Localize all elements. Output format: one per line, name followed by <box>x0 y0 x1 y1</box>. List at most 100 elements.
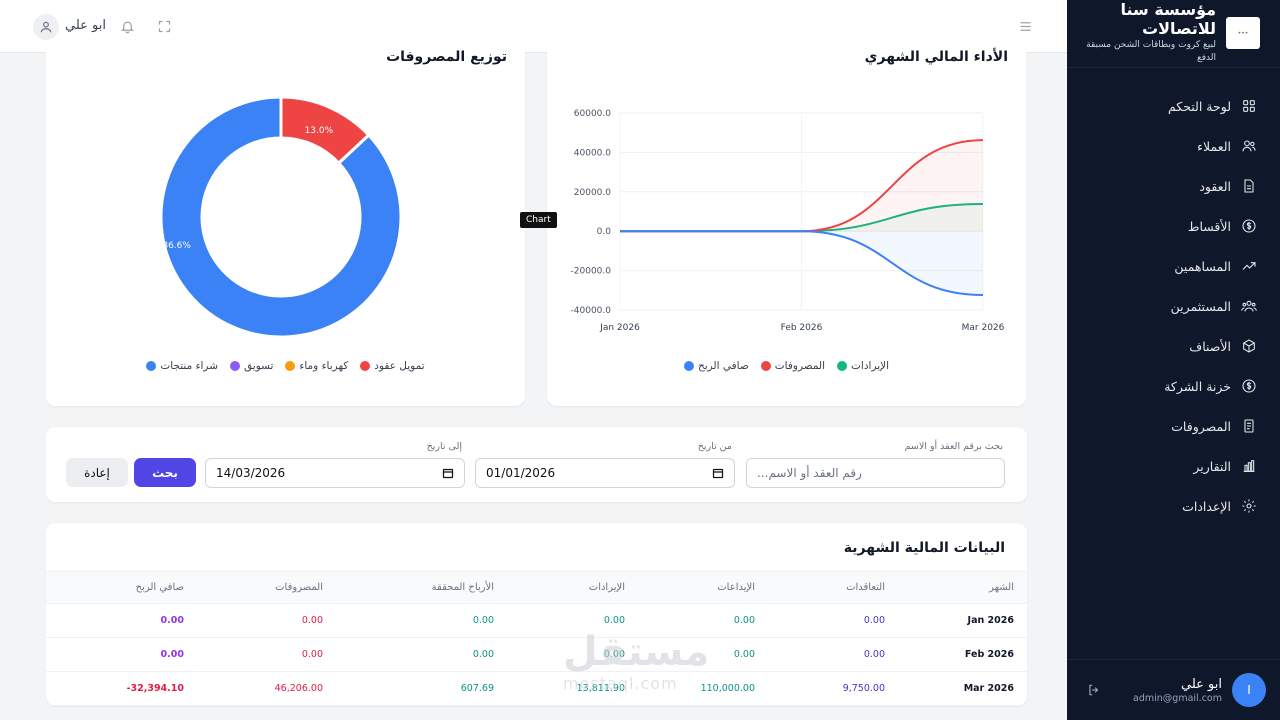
user-name: ابو علي <box>1181 677 1222 692</box>
table-cell: 0.00 <box>638 603 768 638</box>
table-cell: 0.00 <box>507 603 638 638</box>
legend-label: شراء منتجات <box>160 360 219 372</box>
series-area <box>620 140 983 232</box>
search-label: بحث برقم العقد أو الاسم <box>904 441 1003 452</box>
column-header[interactable]: الأرباح المحققة <box>336 571 507 604</box>
performance-legend: صافي الربح المصروفات الإيرادات <box>547 360 1026 372</box>
sidebar-item-10[interactable]: الإعدادات <box>1067 486 1280 526</box>
expenses-legend-item[interactable]: كهرباء وماء <box>285 360 348 372</box>
search-input[interactable]: رقم العقد أو الاسم... <box>746 458 1005 488</box>
trending-up-icon <box>1242 262 1256 270</box>
table-row: -32,394.10 46,206.00 607.69 13,811.90 110,00… <box>46 671 1027 706</box>
x-tick-label: Mar 2026 <box>962 323 1005 333</box>
y-tick-label: -20000.0 <box>571 267 612 277</box>
column-header[interactable]: التعاقدات <box>768 571 898 604</box>
table-cell: -32,394.10 <box>46 671 197 706</box>
expenses-legend-item[interactable]: شراء منتجات <box>146 360 218 372</box>
column-header[interactable]: المصروفات <box>197 571 336 604</box>
sidebar-item-2[interactable]: العقود <box>1067 166 1280 206</box>
sidebar-item-label: العملاء <box>1197 138 1231 154</box>
sidebar-item-5[interactable]: المستثمرين <box>1067 286 1280 326</box>
column-header[interactable]: الإيرادات <box>507 571 638 604</box>
search-button[interactable]: بحث <box>134 458 196 487</box>
dollar-icon <box>1242 379 1256 393</box>
legend-label: تسويق <box>244 360 274 372</box>
table-cell: 0.00 <box>197 603 336 638</box>
logout-icon[interactable] <box>1087 683 1101 697</box>
expenses-legend-item[interactable]: تسويق <box>230 360 273 372</box>
sidebar-item-1[interactable]: العملاء <box>1067 126 1280 166</box>
table-cell: 607.69 <box>336 671 507 706</box>
performance-legend-item[interactable]: الإيرادات <box>837 360 889 372</box>
y-tick-label: -40000.0 <box>571 306 612 316</box>
y-tick-label: 60000.0 <box>574 109 611 119</box>
fullscreen-icon[interactable] <box>157 19 172 34</box>
sidebar-nav: لوحة التحكم العملاء العقود الأقساط المساهمين… <box>1067 86 1280 526</box>
to-date-label: إلى تاريخ <box>426 441 462 452</box>
to-date-input[interactable]: 14/03/2026 <box>205 458 465 488</box>
brand-title: مؤسسة سنا للاتصالات <box>1120 0 1217 38</box>
sidebar-item-7[interactable]: خزنة الشركة <box>1067 366 1280 406</box>
sidebar-item-label: المصروفات <box>1171 418 1231 434</box>
chart-tooltip: Chart <box>520 212 557 228</box>
legend-swatch <box>360 361 371 371</box>
calendar-icon[interactable] <box>442 467 454 479</box>
table-cell: 0.00 <box>768 603 898 638</box>
sidebar-item-0[interactable]: لوحة التحكم <box>1067 86 1280 126</box>
table-cell: 0.00 <box>507 637 638 672</box>
column-header[interactable]: صافي الربح <box>46 571 197 604</box>
sidebar-item-6[interactable]: الأصناف <box>1067 326 1280 366</box>
series-line[interactable] <box>620 139 984 233</box>
table-header-row: صافي الربح المصروفات الأرباح المحققة الإيرا… <box>46 571 1027 604</box>
user-avatar-icon[interactable] <box>33 14 59 40</box>
sidebar-item-label: التقارير <box>1193 458 1231 474</box>
y-tick-label: 0.0 <box>597 227 612 237</box>
team-icon <box>1241 300 1257 312</box>
sidebar-item-9[interactable]: التقارير <box>1067 446 1280 486</box>
monthly-data-title: البيانات المالية الشهرية <box>843 540 1005 556</box>
reset-button[interactable]: إعادة <box>66 458 128 487</box>
from-date-label: من تاريخ <box>697 441 732 452</box>
column-header[interactable]: الشهر <box>898 571 1027 604</box>
users-icon <box>1242 140 1256 152</box>
calendar-icon[interactable] <box>712 467 724 479</box>
from-date-input[interactable]: 01/01/2026 <box>475 458 735 488</box>
table-row: 0.00 0.00 0.00 0.00 0.00 0.00 Jan 2026 <box>46 603 1027 638</box>
pie-data-label: 86.6% <box>162 241 191 251</box>
box-icon <box>1243 339 1255 353</box>
series-line[interactable] <box>620 230 984 297</box>
legend-label: كهرباء وماء <box>299 360 349 372</box>
performance-legend-item[interactable]: صافي الربح <box>683 360 749 372</box>
performance-line-chart: 60000.0 40000.0 20000.0 0.0 -20000.0 -40000.0… <box>571 109 1005 333</box>
legend-swatch <box>837 361 848 371</box>
column-header[interactable]: الإيداعات <box>638 571 768 604</box>
topbar-user-name[interactable]: ابو علي <box>65 18 106 33</box>
sidebar-user: I ابو علي admin@gmail.com <box>1067 659 1280 720</box>
avatar[interactable]: I <box>1232 673 1266 707</box>
bell-icon[interactable] <box>120 19 135 34</box>
to-date-value: 14/03/2026 <box>216 466 286 480</box>
performance-card-title: الأداء المالي الشهري <box>864 49 1008 65</box>
hamburger-menu-icon[interactable] <box>1018 19 1033 34</box>
legend-swatch <box>146 361 157 371</box>
table-cell: Mar 2026 <box>898 671 1027 706</box>
bar-chart-icon <box>1243 460 1255 472</box>
series-area <box>620 203 983 232</box>
table-row: 0.00 0.00 0.00 0.00 0.00 0.00 Feb 2026 <box>46 637 1027 672</box>
from-date-value: 01/01/2026 <box>486 466 556 480</box>
sidebar-item-3[interactable]: الأقساط <box>1067 206 1280 246</box>
sidebar-item-label: المساهمين <box>1174 258 1231 274</box>
sidebar-item-4[interactable]: المساهمين <box>1067 246 1280 286</box>
grid-icon <box>1243 100 1255 112</box>
table-cell: 9,750.00 <box>768 671 898 706</box>
pie-slice[interactable] <box>159 95 403 339</box>
brand-subtitle: لبيع كروت وبطاقات الشحن مسبقة الدفع <box>1086 40 1216 63</box>
sidebar-item-8[interactable]: المصروفات <box>1067 406 1280 446</box>
table-body: 0.00 0.00 0.00 0.00 0.00 0.00 Jan 2026 0.00 0.00… <box>46 603 1027 706</box>
performance-legend-item[interactable]: المصروفات <box>760 360 825 372</box>
expenses-legend-item[interactable]: تمويل عقود <box>360 360 425 372</box>
dollar-icon <box>1242 219 1256 233</box>
expenses-card: توزيع المصروفات 13.0% 86.6% شراء منتجات تس… <box>46 40 525 406</box>
sidebar: ••• مؤسسة سنا للاتصالات لبيع كروت وبطاقا… <box>1067 0 1280 720</box>
user-email: admin@gmail.com <box>1133 693 1222 704</box>
